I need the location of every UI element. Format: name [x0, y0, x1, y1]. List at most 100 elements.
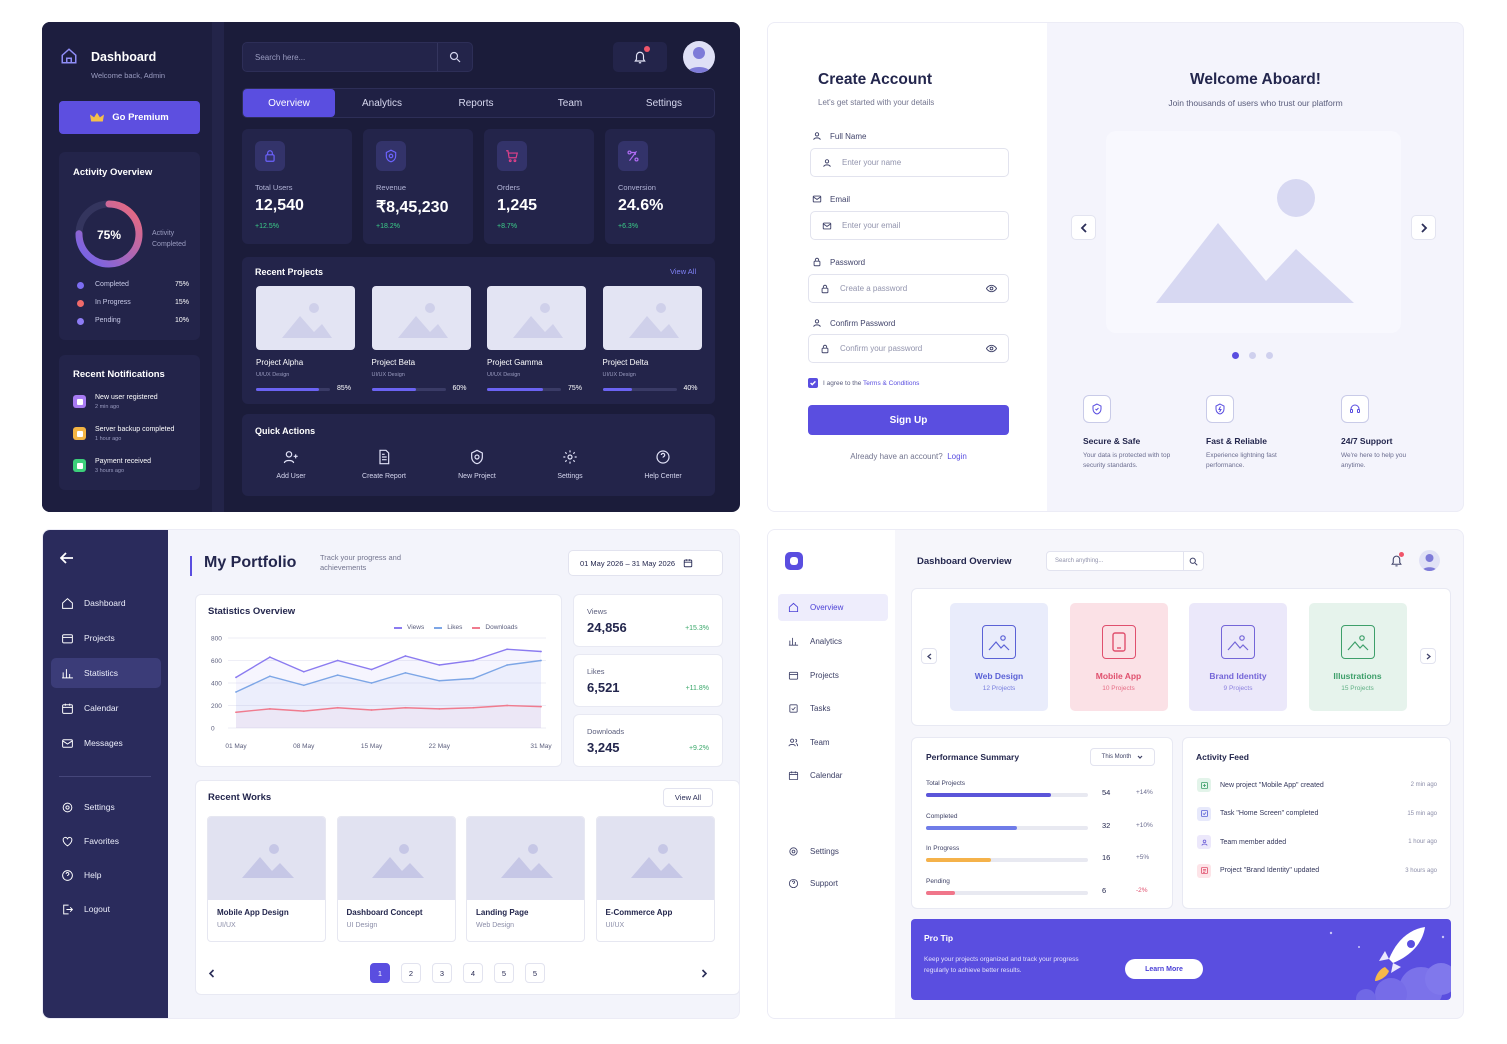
category-count: 15 Projects [1341, 685, 1374, 692]
category-card[interactable]: Illustrations 15 Projects [1308, 603, 1407, 711]
work-name: Landing Page [476, 908, 529, 917]
search-input[interactable]: Search anything... [1046, 551, 1204, 571]
activity-caption-1: Activity [152, 230, 175, 237]
avatar[interactable] [683, 41, 715, 73]
search-icon[interactable] [449, 51, 461, 63]
activity-item[interactable]: Project "Brand Identity" updated 3 hours … [1197, 862, 1437, 880]
category-card[interactable]: Web Design 12 Projects [950, 603, 1048, 711]
nav-item-support[interactable]: Support [778, 870, 888, 897]
login-link[interactable]: Login [947, 452, 967, 461]
tab-analytics[interactable]: Analytics [361, 97, 402, 109]
have-account-text: Already have an account? [850, 452, 943, 461]
date-range-picker[interactable]: 01 May 2026 – 31 May 2026 [568, 550, 723, 576]
notification-item[interactable]: Payment received 3 hours ago [73, 457, 198, 489]
quick-action-add-user[interactable]: Add User [251, 449, 331, 480]
nav-item-team[interactable]: Team [778, 729, 888, 756]
notification-title: Payment received [95, 458, 152, 465]
carousel-next-button[interactable] [1411, 215, 1436, 240]
nav-item-tasks[interactable]: Tasks [778, 695, 888, 722]
project-thumbnail[interactable] [371, 286, 471, 350]
carousel-dot[interactable] [1249, 352, 1256, 359]
carousel-dot[interactable] [1232, 352, 1239, 359]
notification-item[interactable]: Server backup completed 1 hour ago [73, 425, 198, 457]
quick-action-label: Help Center [644, 473, 682, 480]
categories-next-button[interactable] [1420, 648, 1436, 664]
legend-item: Downloads [472, 624, 518, 631]
nav-item-projects[interactable]: Projects [51, 623, 161, 653]
tab-overview[interactable]: Overview [243, 89, 335, 117]
work-card[interactable]: E-Commerce App UI/UX [595, 816, 715, 942]
terms-link[interactable]: Terms & Conditions [863, 380, 920, 387]
nav-item-settings[interactable]: Settings [51, 792, 161, 822]
quick-action-help-center[interactable]: Help Center [623, 449, 703, 480]
tab-reports[interactable]: Reports [458, 97, 494, 109]
nav-item-projects[interactable]: Projects [778, 662, 888, 689]
works-view-all-button[interactable]: View All [663, 788, 713, 807]
back-arrow-icon[interactable] [60, 552, 74, 564]
carousel-dot[interactable] [1266, 352, 1273, 359]
activity-item[interactable]: New project "Mobile App" created 2 min ag… [1197, 776, 1437, 794]
quick-action-settings[interactable]: Settings [530, 449, 610, 480]
eye-icon[interactable] [986, 284, 997, 293]
activity-feed-title: Activity Feed [1196, 752, 1249, 762]
tab-settings[interactable]: Settings [645, 97, 683, 109]
carousel-prev-button[interactable] [1071, 215, 1096, 240]
page-button[interactable]: 5 [525, 963, 545, 983]
nav-item-statistics[interactable]: Statistics [51, 658, 161, 688]
categories-prev-button[interactable] [921, 648, 937, 664]
page-button[interactable]: 3 [432, 963, 452, 983]
nav-item-favorites[interactable]: Favorites [51, 826, 161, 856]
activity-item[interactable]: Team member added 1 hour ago [1197, 833, 1437, 851]
page-button[interactable]: 2 [401, 963, 421, 983]
user-avatar[interactable] [1419, 550, 1440, 571]
activity-item[interactable]: Task "Home Screen" completed 15 min ago [1197, 805, 1437, 823]
nav-item-messages[interactable]: Messages [51, 728, 161, 758]
project-thumbnail[interactable] [602, 286, 702, 350]
notification-item[interactable]: New user registered 2 min ago [73, 393, 198, 425]
eye-icon[interactable] [986, 344, 997, 353]
bell-icon[interactable] [1390, 552, 1404, 568]
nav-item-help[interactable]: Help [51, 860, 161, 890]
project-thumbnail[interactable] [487, 286, 586, 350]
category-card[interactable]: Mobile App 10 Projects [1069, 603, 1168, 711]
password-field[interactable]: Create a password [808, 274, 1009, 303]
quick-action-new-project[interactable]: New Project [437, 449, 517, 480]
pagination-next-icon[interactable] [701, 969, 708, 978]
nav-item-dashboard[interactable]: Dashboard [51, 588, 161, 618]
document-icon [1197, 863, 1211, 878]
nav-item-settings[interactable]: Settings [778, 838, 888, 865]
work-card[interactable]: Dashboard Concept UI Design [336, 816, 456, 942]
data-point [506, 704, 509, 707]
pagination-prev-icon[interactable] [208, 969, 215, 978]
portfolio-panel: My Portfolio Track your progress and achi… [42, 529, 740, 1019]
view-all-link[interactable]: View All [670, 267, 697, 276]
notification-bell-button[interactable] [613, 42, 667, 72]
stat-label: Total Users [255, 183, 293, 192]
search-icon[interactable] [1189, 557, 1198, 566]
project-thumbnail[interactable] [256, 286, 355, 350]
nav-item-logout[interactable]: Logout [51, 894, 161, 924]
performance-card: Performance Summary This Month Total Pro… [911, 737, 1173, 909]
work-card[interactable]: Landing Page Web Design [466, 816, 585, 942]
period-select[interactable]: This Month [1090, 748, 1155, 766]
metric-card-views: Views 24,856 +15.3% [573, 594, 723, 647]
tab-team[interactable]: Team [557, 97, 583, 109]
confirm-password-field[interactable]: Confirm your password [808, 334, 1009, 363]
page-button[interactable]: 5 [494, 963, 514, 983]
go-premium-button[interactable]: Go Premium [59, 101, 200, 134]
nav-item-calendar[interactable]: Calendar [778, 762, 888, 789]
quick-action-create-report[interactable]: Create Report [344, 449, 424, 480]
nav-item-calendar[interactable]: Calendar [51, 693, 161, 723]
nav-item-overview[interactable]: Overview [778, 594, 888, 621]
work-card[interactable]: Mobile App Design UI/UX [207, 816, 326, 942]
nav-item-analytics[interactable]: Analytics [778, 628, 888, 655]
learn-more-button[interactable]: Learn More [1125, 959, 1203, 979]
terms-checkbox[interactable] [808, 378, 818, 388]
sign-up-button[interactable]: Sign Up [808, 405, 1009, 435]
page-button[interactable]: 1 [370, 963, 390, 983]
email-field[interactable]: Enter your email [810, 211, 1009, 240]
full-name-field[interactable]: Enter your name [810, 148, 1009, 177]
page-button[interactable]: 4 [463, 963, 483, 983]
category-card[interactable]: Brand Identity 9 Projects [1189, 603, 1287, 711]
search-bar[interactable]: Search here... [242, 42, 473, 72]
